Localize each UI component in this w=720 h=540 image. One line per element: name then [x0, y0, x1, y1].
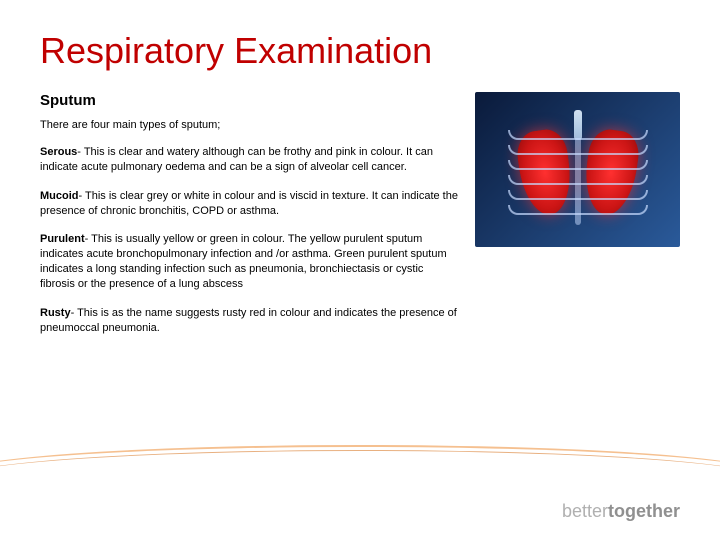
intro-text: There are four main types of sputum;	[40, 119, 460, 131]
text-column: Sputum There are four main types of sput…	[40, 92, 460, 349]
desc-serous: - This is clear and watery although can …	[40, 146, 433, 173]
term-serous: Serous	[40, 146, 77, 158]
type-purulent: Purulent- This is usually yellow or gree…	[40, 232, 460, 291]
rib-shape	[508, 190, 648, 200]
slide-title: Respiratory Examination	[40, 30, 680, 72]
term-mucoid: Mucoid	[40, 190, 79, 202]
rib-shape	[508, 145, 648, 155]
desc-rusty: - This is as the name suggests rusty red…	[40, 307, 457, 334]
rib-shape	[508, 175, 648, 185]
rib-shape	[508, 130, 648, 140]
footer-tagline: bettertogether	[562, 501, 680, 522]
rib-shape	[508, 205, 648, 215]
footer-part2: together	[608, 501, 680, 521]
desc-mucoid: - This is clear grey or white in colour …	[40, 190, 458, 217]
term-purulent: Purulent	[40, 233, 85, 245]
ribcage-illustration	[508, 105, 648, 235]
term-rusty: Rusty	[40, 307, 71, 319]
type-rusty: Rusty- This is as the name suggests rust…	[40, 306, 460, 336]
rib-shape	[508, 160, 648, 170]
desc-purulent: - This is usually yellow or green in col…	[40, 233, 447, 290]
slide: Respiratory Examination Sputum There are…	[0, 0, 720, 540]
footer-swoosh-shape	[0, 445, 720, 505]
lungs-ribcage-image	[475, 92, 680, 247]
type-serous: Serous- This is clear and watery althoug…	[40, 145, 460, 175]
image-column	[475, 92, 680, 349]
footer-part1: better	[562, 501, 608, 521]
subheading: Sputum	[40, 92, 460, 109]
content-row: Sputum There are four main types of sput…	[40, 92, 680, 349]
type-mucoid: Mucoid- This is clear grey or white in c…	[40, 189, 460, 219]
